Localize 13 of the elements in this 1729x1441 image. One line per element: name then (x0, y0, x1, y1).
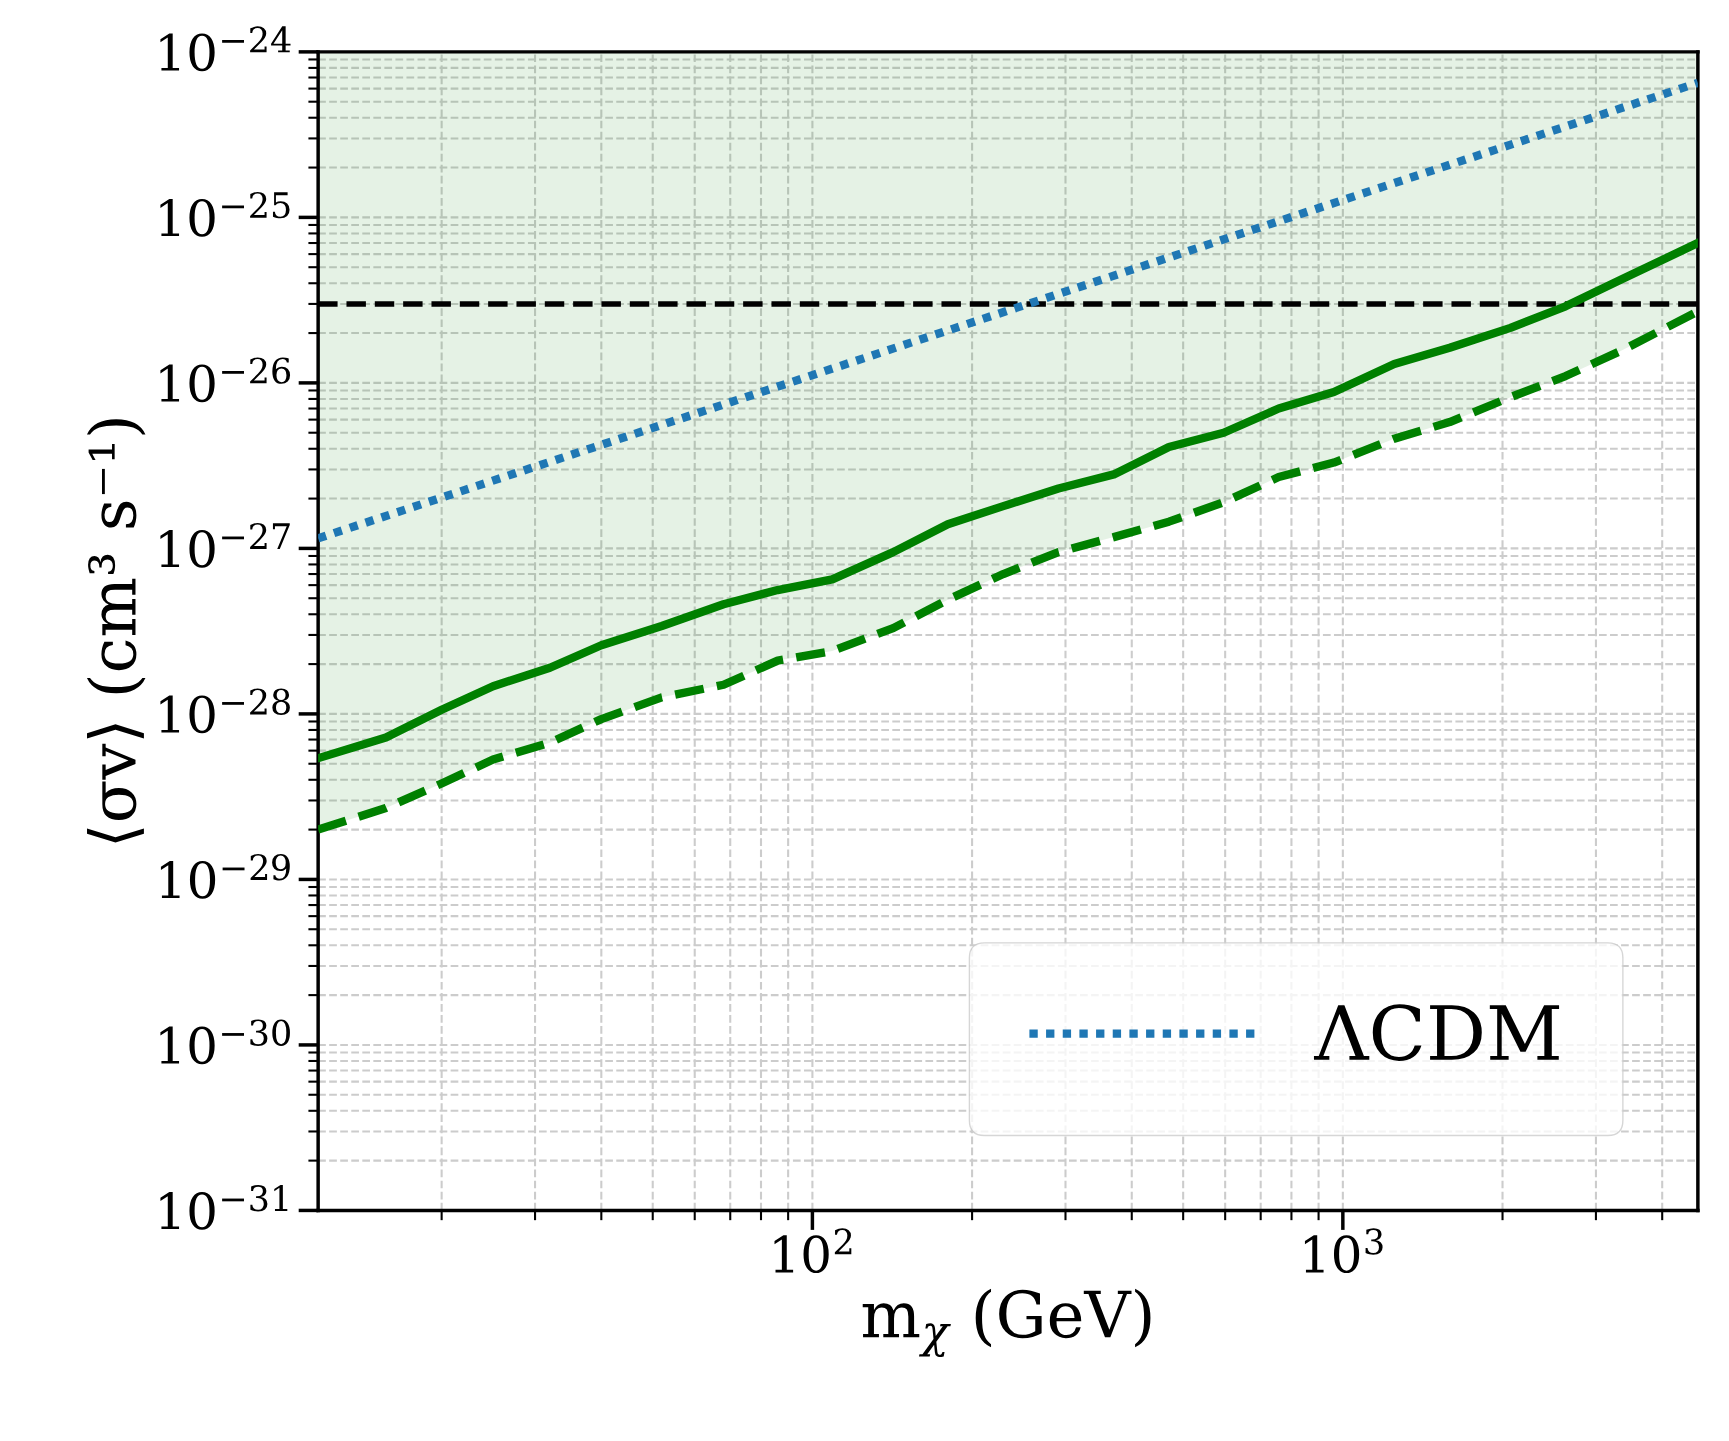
y-tick-label: 10$^{−29}$ (160, 853, 290, 899)
y-tick-label: 10$^{−31}$ (160, 1184, 288, 1230)
y-tick-label: 10$^{−28}$ (160, 688, 290, 734)
y-tick-label: 10$^{−30}$ (160, 1019, 290, 1065)
y-tick-label: 10$^{−24}$ (160, 26, 291, 72)
y-axis-title: ⟨σv⟩ (cm³ s⁻¹) (86, 419, 146, 843)
y-tick-label: 10$^{−26}$ (160, 357, 291, 403)
legend-label: ΛCDM (1313, 1004, 1560, 1061)
x-tick-label: 10$^{2}$ (774, 1228, 852, 1274)
x-axis-title: m$_{χ}$ (GeV) (862, 1288, 1151, 1358)
y-tick-label: 10$^{−25}$ (160, 191, 290, 237)
x-tick-label: 10$^{3}$ (1304, 1228, 1383, 1274)
y-tick-label: 10$^{−27}$ (160, 522, 290, 568)
